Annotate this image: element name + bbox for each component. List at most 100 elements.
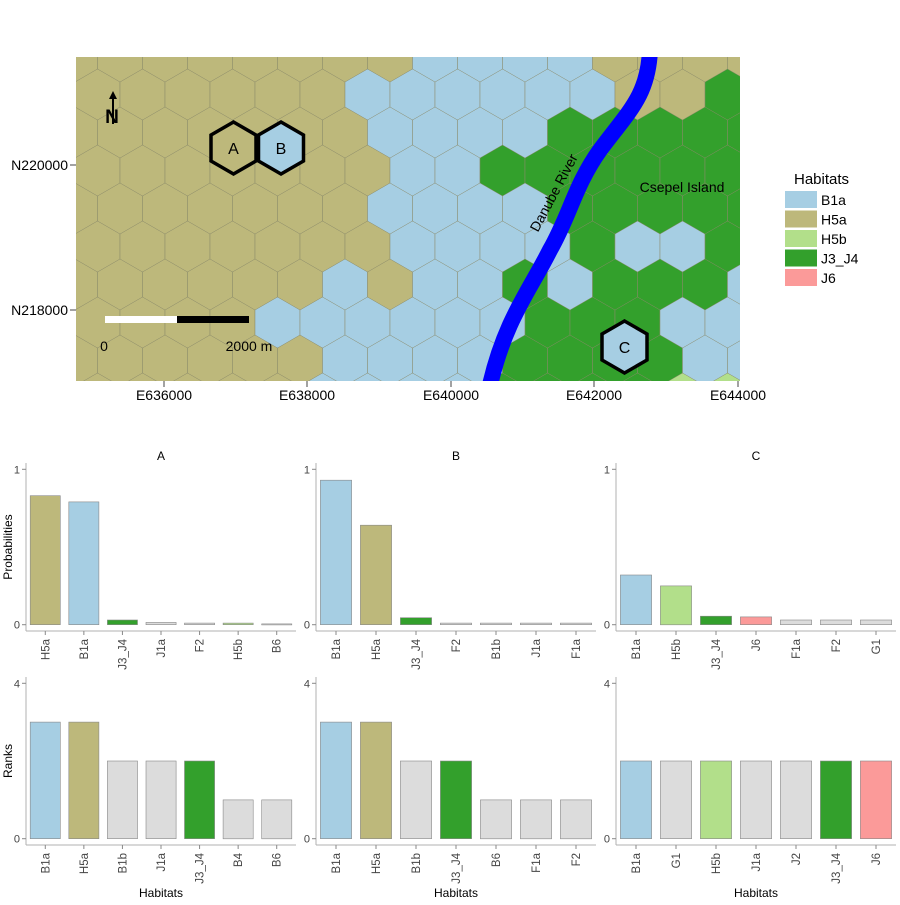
bar	[400, 618, 431, 625]
bar	[30, 722, 60, 839]
scale-bar-white	[105, 316, 177, 323]
hex-cell	[750, 69, 795, 121]
bar	[560, 800, 591, 839]
bar	[780, 761, 811, 839]
legend-item: H5b	[785, 230, 847, 247]
bar	[520, 623, 551, 625]
hex-cell	[795, 297, 840, 349]
bar	[69, 502, 99, 625]
hex-cell	[863, 183, 900, 235]
y-tick-label: 4	[304, 678, 310, 690]
legend-item: J6	[785, 269, 836, 286]
bar	[107, 761, 137, 839]
x-axis-label: Habitats	[734, 886, 778, 900]
y-tick-label: 0	[14, 620, 20, 632]
x-tick-label: F2	[195, 639, 207, 652]
hex-cell	[863, 31, 900, 83]
hex-grid	[30, 31, 900, 425]
x-tick-label: F2	[571, 853, 583, 866]
x-tick-label: F2	[451, 639, 463, 652]
x-tick-label: F1a	[571, 638, 583, 658]
x-axis-label: Habitats	[139, 886, 183, 900]
marked-cell-label: B	[276, 141, 287, 158]
x-tick-label: F1a	[531, 852, 543, 872]
legend-item: B1a	[785, 191, 846, 208]
x-tick-label: E640000	[423, 387, 479, 403]
y-tick-label: 0	[604, 620, 610, 632]
legend-swatch	[785, 250, 817, 267]
bar	[440, 761, 471, 839]
bar	[223, 623, 253, 625]
x-tick-label: H5a	[40, 638, 52, 660]
bar	[520, 800, 551, 839]
bar	[69, 722, 99, 839]
y-axis-label: Ranks	[1, 744, 15, 778]
legend-title: Habitats	[794, 171, 849, 188]
bar	[320, 722, 351, 839]
bar	[185, 761, 215, 839]
bar	[560, 623, 591, 625]
legend-label: B1a	[821, 192, 846, 208]
bar	[480, 800, 511, 839]
hex-cell	[795, 373, 840, 425]
x-tick-label: B1a	[631, 852, 643, 873]
legend-item: H5a	[785, 211, 847, 228]
hex-cell	[773, 107, 818, 159]
x-tick-label: H5b	[233, 639, 245, 660]
x-tick-label: H5b	[671, 639, 683, 660]
marked-cell-c: C	[602, 321, 647, 373]
y-axis-label: Probabilities	[1, 514, 15, 579]
hex-cell	[30, 69, 75, 121]
hex-cell	[30, 221, 75, 273]
x-tick-label: B1a	[40, 852, 52, 873]
hex-cell	[863, 107, 900, 159]
hex-cell	[750, 297, 795, 349]
hex-cell	[818, 31, 863, 83]
x-tick-label: B1a	[331, 638, 343, 659]
marked-cell-label: C	[619, 340, 631, 357]
y-tick-label: 4	[604, 678, 610, 690]
x-tick-label: E644000	[710, 387, 766, 403]
y-tick-label: 4	[14, 678, 20, 690]
bar	[360, 722, 391, 839]
hex-cell	[840, 297, 885, 349]
legend-item: J3_J4	[785, 250, 859, 267]
legend-swatch	[785, 230, 817, 247]
bar	[262, 800, 292, 839]
bar	[660, 761, 691, 839]
scale-start-label: 0	[100, 338, 108, 354]
scale-bar-black	[177, 316, 249, 323]
y-tick-label: 0	[604, 834, 610, 846]
bar	[860, 620, 891, 625]
x-tick-label: J3_J4	[411, 638, 423, 669]
bar	[740, 761, 771, 839]
bar	[107, 620, 137, 625]
map-x-axis: E636000 E638000 E640000 E642000 E644000	[136, 381, 766, 403]
x-tick-label: J3_J4	[195, 852, 207, 883]
legend-label: J3_J4	[821, 251, 859, 267]
x-tick-label: J6	[751, 639, 763, 651]
panel-title: A	[157, 449, 165, 463]
x-tick-label: B1a	[331, 852, 343, 873]
x-tick-label: J1a	[156, 852, 168, 871]
x-tick-label: J2	[791, 853, 803, 865]
hex-cell	[863, 259, 900, 311]
x-tick-label: B6	[272, 853, 284, 867]
bar	[262, 624, 292, 625]
x-tick-label: B6	[491, 853, 503, 867]
bar	[620, 761, 651, 839]
x-axis-label: Habitats	[434, 886, 478, 900]
y-tick-label: 0	[14, 834, 20, 846]
legend-swatch	[785, 269, 817, 286]
x-tick-label: F2	[831, 639, 843, 652]
marked-cell-b: B	[259, 122, 304, 174]
panel-title: B	[452, 449, 460, 463]
x-tick-label: J1a	[751, 852, 763, 871]
x-tick-label: J3_J4	[451, 852, 463, 883]
bar	[820, 761, 851, 839]
